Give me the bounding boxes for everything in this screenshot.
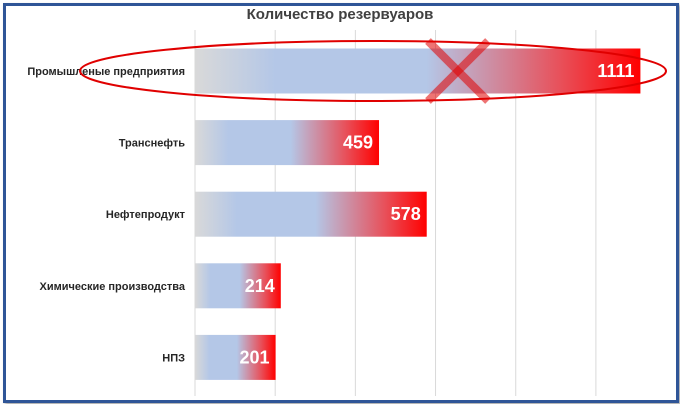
category-label: Нефтепродукт	[106, 209, 186, 221]
value-label: 1111	[597, 61, 634, 81]
bars: Промышленые предприятия 1111 Транснефть 459…	[27, 48, 641, 380]
cross-mark-line	[425, 38, 491, 104]
category-label: НПЗ	[162, 352, 185, 364]
bar	[195, 334, 276, 380]
value-label: 578	[391, 204, 421, 224]
highlight-ellipse	[79, 40, 667, 102]
value-label: 214	[245, 276, 275, 296]
value-label: 459	[343, 133, 373, 153]
bar	[195, 120, 380, 166]
annotations	[79, 38, 667, 104]
category-label: Транснефть	[119, 138, 186, 150]
bar	[195, 191, 427, 237]
chart-title: Количество резервуаров	[246, 6, 434, 23]
category-label: Химические производства	[40, 281, 186, 293]
bar	[195, 48, 641, 94]
category-label: Промышленые предприятия	[27, 66, 185, 78]
bar	[195, 263, 281, 309]
value-label: 201	[240, 347, 270, 367]
